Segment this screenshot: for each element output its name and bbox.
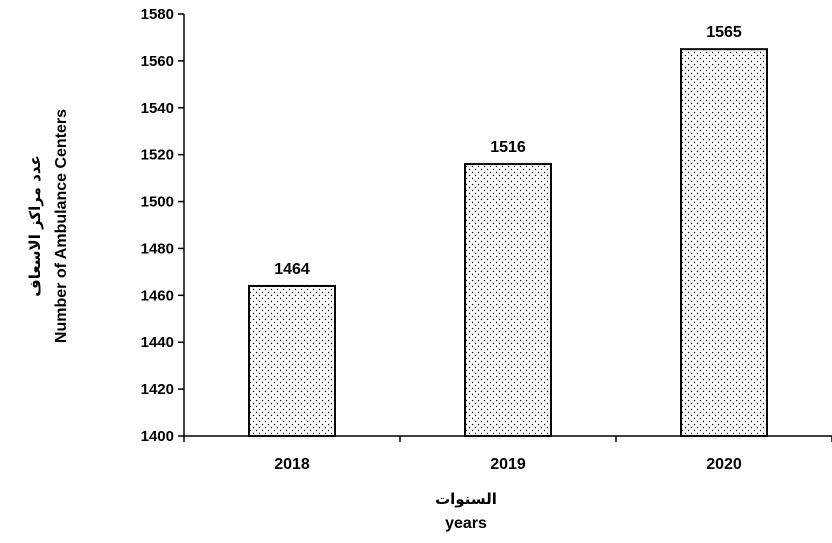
y-axis-title-arabic: عدد مراكز الاسعاف (26, 155, 44, 296)
x-tick-label: 2018 (274, 456, 310, 473)
y-tick-label: 1440 (141, 334, 174, 351)
x-tick-label: 2020 (706, 456, 742, 473)
x-axis-ticks: 2018 2019 2020 (183, 436, 832, 473)
y-tick-label: 1540 (141, 100, 174, 117)
y-tick-label: 1420 (141, 381, 174, 398)
bar-value-label: 1464 (274, 261, 310, 278)
y-tick-label: 1520 (141, 147, 174, 164)
bar-2020 (680, 48, 768, 438)
y-tick-label: 1400 (141, 428, 174, 445)
x-axis-title: years (445, 515, 487, 532)
x-tick-label: 2019 (490, 456, 526, 473)
y-tick-label: 1460 (141, 287, 174, 304)
bar-2018 (248, 284, 336, 438)
bar-value-label: 1565 (706, 24, 742, 41)
x-axis-title-arabic: السنوات (435, 490, 497, 508)
y-tick-label: 1500 (141, 194, 174, 211)
bar-2019 (464, 163, 552, 438)
y-tick-label: 1480 (141, 240, 174, 257)
y-axis-ticks: 1400 1420 1440 1460 1480 1500 1520 1540 1560 1580 (141, 6, 184, 445)
y-axis-title: Number of Ambulance Centers (53, 109, 70, 343)
y-tick-label: 1580 (141, 6, 174, 23)
bar-value-labels: 1464 1516 1565 (274, 24, 742, 278)
bar-value-label: 1516 (490, 139, 526, 156)
y-tick-label: 1560 (141, 53, 174, 70)
bars (248, 48, 768, 438)
